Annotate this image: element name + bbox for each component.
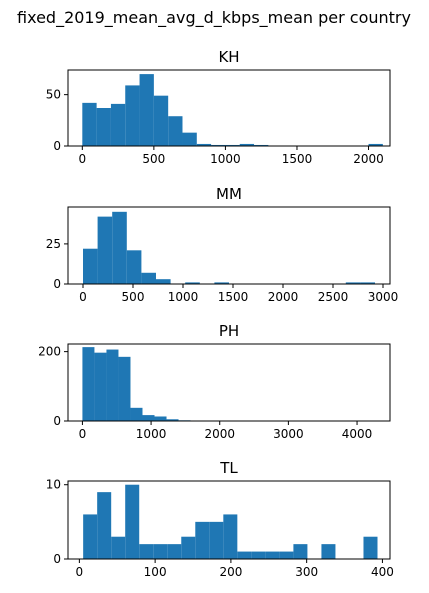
- histogram-bar: [110, 103, 126, 146]
- histogram-bar: [82, 347, 95, 421]
- histogram-panel-mm: MM 0 500 1000 1500 2000 2500 3000 0 25: [46, 185, 399, 304]
- histogram-bar: [153, 544, 168, 559]
- histogram-bar: [181, 536, 196, 559]
- histogram-bar: [214, 282, 229, 284]
- histogram-panel-ph: PH 0 1000 2000 3000 4000 0 200: [38, 322, 391, 441]
- x-tick-label: 1000: [136, 427, 167, 441]
- x-tick-label: 1000: [168, 290, 199, 304]
- histogram-bar: [345, 282, 361, 284]
- histogram-bar: [166, 419, 179, 421]
- x-tick-label: 500: [142, 152, 165, 166]
- histogram-bar: [154, 416, 167, 421]
- histogram-bar: [106, 349, 119, 421]
- histogram-bar: [293, 544, 308, 559]
- x-tick-label: 3000: [368, 290, 399, 304]
- x-tick-label: 2000: [204, 427, 235, 441]
- histogram-bar: [112, 211, 127, 284]
- histogram-bar: [185, 282, 200, 284]
- histogram-bar: [225, 144, 240, 146]
- x-tick-label: 1000: [210, 152, 241, 166]
- histogram-bar: [279, 551, 294, 559]
- histogram-bar: [83, 514, 98, 559]
- histogram-bar: [125, 484, 140, 559]
- panel-title: MM: [216, 185, 242, 203]
- x-tick-label: 200: [219, 565, 242, 579]
- axes-frame: [67, 343, 391, 422]
- x-tick-label: 2000: [268, 290, 299, 304]
- histogram-bar: [83, 248, 98, 284]
- histogram-bar: [237, 551, 252, 559]
- histogram-bar: [111, 536, 126, 559]
- panel-title: TL: [219, 459, 238, 477]
- histogram-bar: [97, 216, 113, 284]
- histogram-bar: [195, 521, 210, 559]
- histogram-bar: [321, 544, 336, 559]
- histogram-bar: [125, 85, 140, 146]
- x-tick-label: 0: [76, 565, 84, 579]
- histogram-bar: [182, 132, 197, 146]
- histogram-bar: [168, 116, 183, 146]
- y-tick-label: 200: [38, 345, 61, 359]
- histogram-bar: [209, 521, 224, 559]
- histogram-bar: [82, 102, 97, 146]
- histogram-bar: [223, 514, 238, 559]
- x-tick-label: 2500: [318, 290, 349, 304]
- x-tick-label: 500: [122, 290, 145, 304]
- axes-frame: [67, 69, 391, 147]
- axes-frame: [67, 206, 391, 285]
- histogram-bar: [265, 551, 280, 559]
- x-tick-label: 4000: [342, 427, 373, 441]
- y-tick-label: 0: [53, 277, 61, 291]
- histogram-bar: [156, 279, 171, 284]
- histogram-bar: [239, 143, 255, 146]
- y-tick-label: 10: [46, 478, 61, 492]
- x-tick-label: 100: [144, 565, 167, 579]
- histogram-bar: [142, 415, 155, 421]
- histogram-bar: [141, 272, 156, 284]
- y-tick-label: 0: [53, 552, 61, 566]
- panel-title: PH: [219, 322, 239, 340]
- x-tick-label: 400: [371, 565, 394, 579]
- histogram-bar: [254, 144, 269, 146]
- x-tick-label: 1500: [218, 290, 249, 304]
- histogram-panel-tl: TL 0 100 200 300 400 0 10: [46, 459, 394, 579]
- y-tick-label: 0: [53, 139, 61, 153]
- x-tick-label: 0: [79, 427, 87, 441]
- histogram-bar: [94, 352, 107, 421]
- histogram-bar: [251, 551, 266, 559]
- histogram-bar: [139, 74, 154, 146]
- y-tick-label: 25: [46, 237, 61, 251]
- x-tick-label: 0: [78, 152, 86, 166]
- histogram-bar: [363, 536, 378, 559]
- x-tick-label: 3000: [273, 427, 304, 441]
- x-tick-label: 1500: [282, 152, 313, 166]
- histogram-panel-kh: KH 0 500 1000 1500 2000 0 50: [46, 48, 391, 166]
- x-tick-label: 300: [295, 565, 318, 579]
- histogram-bar: [196, 143, 212, 146]
- histogram-bar: [96, 108, 111, 146]
- histogram-bar: [167, 544, 182, 559]
- y-tick-label: 50: [46, 88, 61, 102]
- histogram-bar: [153, 95, 169, 146]
- x-tick-label: 0: [79, 290, 87, 304]
- histogram-bar: [118, 356, 131, 421]
- histogram-bar: [97, 492, 112, 559]
- histogram-bar: [126, 250, 142, 284]
- figure-title: fixed_2019_mean_avg_d_kbps_mean per coun…: [17, 8, 411, 28]
- histogram-bar: [368, 143, 383, 146]
- x-tick-label: 2000: [353, 152, 384, 166]
- histogram-bar: [139, 544, 154, 559]
- histogram-bar: [211, 144, 226, 146]
- histogram-bar: [130, 407, 143, 421]
- y-tick-label: 0: [53, 414, 61, 428]
- axes-frame: [67, 480, 391, 560]
- panel-title: KH: [218, 48, 239, 66]
- histogram-bar: [360, 282, 375, 284]
